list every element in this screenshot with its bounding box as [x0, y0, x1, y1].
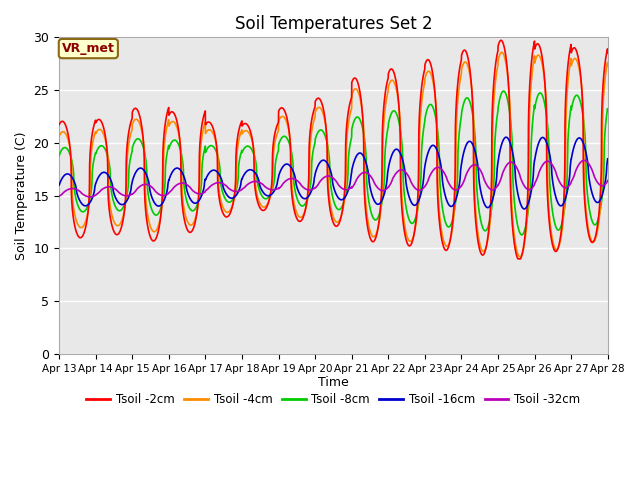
Line: Tsoil -32cm: Tsoil -32cm: [59, 160, 608, 197]
Tsoil -8cm: [604, 107, 612, 113]
Title: Soil Temperatures Set 2: Soil Temperatures Set 2: [235, 15, 432, 33]
Tsoil -16cm: [397, 151, 404, 156]
Tsoil -8cm: [55, 153, 63, 158]
Legend: Tsoil -2cm, Tsoil -4cm, Tsoil -8cm, Tsoil -16cm, Tsoil -32cm: Tsoil -2cm, Tsoil -4cm, Tsoil -8cm, Tsoi…: [82, 389, 585, 411]
Tsoil -4cm: [516, 254, 524, 260]
Line: Tsoil -2cm: Tsoil -2cm: [59, 40, 608, 259]
Tsoil -32cm: [55, 193, 63, 199]
Tsoil -4cm: [552, 247, 560, 252]
Tsoil -4cm: [55, 133, 63, 139]
Tsoil -32cm: [552, 169, 559, 175]
Tsoil -2cm: [387, 66, 395, 72]
Tsoil -16cm: [604, 156, 612, 162]
Tsoil -16cm: [604, 156, 611, 162]
Tsoil -2cm: [173, 117, 180, 123]
Tsoil -2cm: [552, 249, 560, 254]
Tsoil -4cm: [173, 123, 180, 129]
Tsoil -2cm: [604, 50, 612, 56]
Tsoil -16cm: [387, 155, 395, 161]
Tsoil -2cm: [55, 122, 63, 128]
Tsoil -32cm: [604, 178, 612, 183]
X-axis label: Time: Time: [318, 376, 349, 389]
Line: Tsoil -16cm: Tsoil -16cm: [59, 137, 608, 209]
Tsoil -16cm: [173, 165, 180, 171]
Line: Tsoil -4cm: Tsoil -4cm: [59, 52, 608, 257]
Tsoil -16cm: [502, 134, 510, 140]
Tsoil -8cm: [552, 224, 560, 230]
Tsoil -32cm: [397, 167, 404, 173]
Tsoil -32cm: [387, 180, 395, 186]
Tsoil -2cm: [514, 256, 522, 262]
Y-axis label: Soil Temperature (C): Soil Temperature (C): [15, 132, 28, 260]
Tsoil -4cm: [397, 123, 404, 129]
Tsoil -4cm: [387, 78, 395, 84]
Tsoil -16cm: [55, 182, 63, 188]
Tsoil -2cm: [604, 46, 611, 52]
Tsoil -2cm: [497, 37, 505, 43]
Tsoil -2cm: [397, 168, 404, 174]
Tsoil -8cm: [500, 88, 508, 94]
Tsoil -32cm: [173, 182, 180, 188]
Tsoil -16cm: [552, 194, 560, 200]
Tsoil -8cm: [209, 143, 216, 149]
Tsoil -32cm: [604, 178, 611, 184]
Tsoil -4cm: [209, 129, 216, 135]
Tsoil -16cm: [209, 168, 216, 173]
Tsoil -8cm: [387, 112, 395, 118]
Text: VR_met: VR_met: [62, 42, 115, 55]
Tsoil -32cm: [86, 194, 94, 200]
Tsoil -32cm: [209, 182, 216, 188]
Tsoil -4cm: [604, 63, 612, 69]
Tsoil -4cm: [604, 60, 611, 65]
Line: Tsoil -8cm: Tsoil -8cm: [59, 91, 608, 235]
Tsoil -16cm: [520, 206, 528, 212]
Tsoil -8cm: [173, 138, 180, 144]
Tsoil -8cm: [604, 106, 611, 111]
Tsoil -2cm: [209, 123, 216, 129]
Tsoil -8cm: [397, 127, 404, 133]
Tsoil -32cm: [580, 157, 588, 163]
Tsoil -4cm: [498, 49, 506, 55]
Tsoil -8cm: [518, 232, 525, 238]
